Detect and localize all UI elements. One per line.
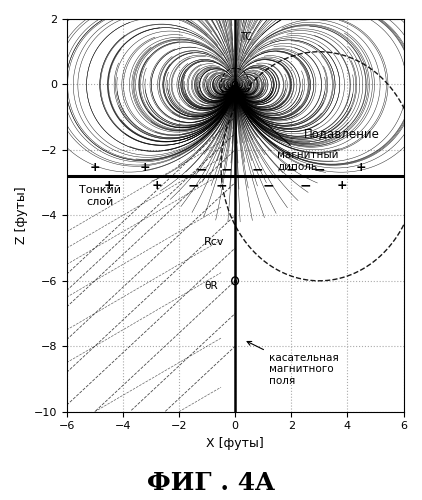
Text: +: + xyxy=(140,162,151,174)
Text: −: − xyxy=(285,162,297,176)
Text: касательная
магнитного
поля: касательная магнитного поля xyxy=(247,342,338,386)
Text: −: − xyxy=(195,162,207,176)
Text: −: − xyxy=(314,162,325,176)
Text: +: + xyxy=(356,162,367,174)
Text: Подавление: Подавление xyxy=(304,127,380,140)
Text: −: − xyxy=(221,162,233,176)
Text: θR: θR xyxy=(205,280,218,290)
Text: −: − xyxy=(187,178,199,192)
Text: −: − xyxy=(263,178,275,192)
Text: TC: TC xyxy=(240,32,252,42)
Text: Тонкий
слой: Тонкий слой xyxy=(79,185,122,206)
Text: −: − xyxy=(215,178,227,192)
Text: −: − xyxy=(252,162,263,176)
Text: −: − xyxy=(300,178,311,192)
Y-axis label: Z [футы]: Z [футы] xyxy=(15,186,28,244)
Text: +: + xyxy=(336,179,347,192)
Text: +: + xyxy=(151,179,162,192)
Text: +: + xyxy=(103,179,114,192)
Text: Rcv: Rcv xyxy=(204,236,225,246)
Text: магнитный
диполь: магнитный диполь xyxy=(246,106,339,172)
Text: ФИГ . 4A: ФИГ . 4A xyxy=(147,471,275,495)
Text: +: + xyxy=(89,162,100,174)
X-axis label: X [футы]: X [футы] xyxy=(206,437,264,450)
